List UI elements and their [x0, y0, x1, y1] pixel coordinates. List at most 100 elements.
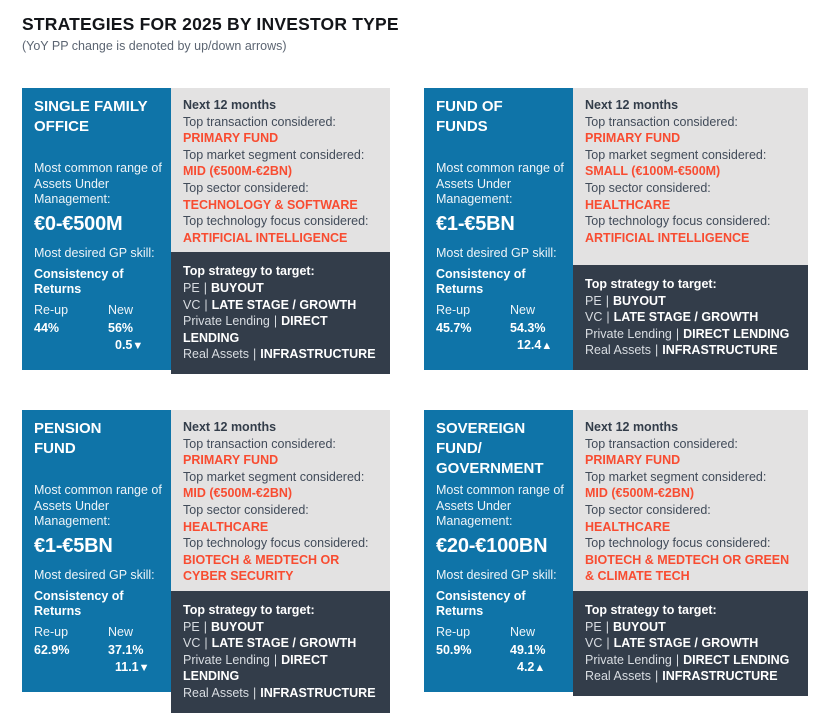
pipe-separator: | — [203, 280, 207, 295]
top-sector-label: Top sector considered: — [585, 180, 711, 195]
pipe-separator: | — [605, 293, 609, 308]
top-strategy-panel: Top strategy to target: PE | BUYOUT VC | LAT… — [573, 590, 808, 696]
top-transaction-value: PRIMARY FUND — [585, 131, 681, 146]
next-12-months-heading: Next 12 months — [183, 98, 277, 112]
gp-skill-label: Most desired GP skill: — [34, 568, 155, 582]
gp-skill-value: Consistency of Returns — [34, 266, 124, 297]
pipe-separator: | — [204, 636, 208, 651]
page-subtitle: (YoY PP change is denoted by up/down arr… — [22, 39, 287, 53]
reup-value: 44% — [34, 321, 60, 335]
strategy-line-private-lending: Private Lending | DIRECT LENDING — [183, 652, 328, 684]
strategy-line-private-lending: Private Lending | DIRECT LENDING — [183, 314, 328, 345]
pipe-separator: | — [606, 636, 610, 651]
arrow-down-icon: ▼ — [132, 340, 144, 352]
top-market-segment-value: MID (€500M-€2BN) — [183, 164, 293, 179]
new-label: New — [510, 303, 536, 317]
investor-type-title: FUND OF FUNDS — [436, 98, 503, 135]
gp-skill-value: Consistency of Returns — [436, 588, 526, 619]
strategy-line-private-lending: Private Lending | DIRECT LENDING — [585, 326, 790, 341]
pipe-separator: | — [605, 619, 609, 634]
top-strategy-heading: Top strategy to target: — [183, 602, 315, 617]
investor-card-pension-fund: PENSION FUND Most common range of Assets… — [22, 410, 390, 713]
investor-profile-panel: PENSION FUND Most common range of Assets… — [22, 410, 171, 692]
top-strategy-panel: Top strategy to target: PE | BUYOUT VC | LAT… — [171, 590, 390, 713]
aum-range-value: €20-€100BN — [436, 534, 548, 557]
top-sector-value: HEALTHCARE — [585, 197, 671, 212]
investor-card-fund-of-funds: FUND OF FUNDS Most common range of Asset… — [424, 88, 808, 370]
top-tech-focus-label: Top technology focus considered: — [183, 214, 369, 229]
top-tech-focus-label: Top technology focus considered: — [585, 214, 771, 229]
reup-label: Re-up — [436, 625, 471, 639]
top-sector-label: Top sector considered: — [183, 180, 309, 195]
reup-label: Re-up — [436, 303, 471, 317]
new-label: New — [108, 303, 134, 317]
next-12-months-heading: Next 12 months — [183, 420, 277, 434]
reup-value: 50.9% — [436, 643, 472, 657]
gp-skill-value: Consistency of Returns — [436, 266, 526, 297]
pipe-separator: | — [253, 685, 257, 700]
top-sector-value: HEALTHCARE — [585, 519, 671, 534]
strategy-line-private-lending: Private Lending | DIRECT LENDING — [585, 652, 790, 667]
top-transaction-value: PRIMARY FUND — [183, 131, 279, 146]
yoy-change: 11.1▼ — [108, 660, 163, 676]
aum-label: Most common range of Assets Under Manage… — [436, 483, 564, 528]
top-market-segment-label: Top market segment considered: — [183, 147, 365, 162]
new-value: 54.3% — [510, 321, 546, 335]
top-strategy-heading: Top strategy to target: — [183, 264, 315, 279]
strategy-line-real-assets: Real Assets | INFRASTRUCTURE — [183, 685, 376, 700]
next-12-months-panel: Next 12 months Top transaction considere… — [573, 88, 808, 266]
pipe-separator: | — [655, 343, 659, 358]
pipe-separator: | — [204, 297, 208, 312]
top-transaction-label: Top transaction considered: — [585, 436, 738, 451]
aum-label: Most common range of Assets Under Manage… — [436, 161, 564, 206]
reup-label: Re-up — [34, 625, 69, 639]
yoy-change-value: 0.5 — [115, 338, 133, 352]
gp-skill-label: Most desired GP skill: — [34, 246, 155, 260]
pipe-separator: | — [253, 347, 257, 362]
investor-type-title: SINGLE FAMILY OFFICE — [34, 98, 148, 135]
yoy-change: 0.5▼ — [108, 338, 163, 354]
investor-profile-panel: SINGLE FAMILY OFFICE Most common range o… — [22, 88, 171, 370]
strategy-line-real-assets: Real Assets | INFRASTRUCTURE — [585, 669, 778, 684]
yoy-change-value: 11.1 — [115, 660, 139, 674]
gp-skill-section: Most desired GP skill: Consistency of Re… — [436, 568, 565, 620]
pipe-separator: | — [675, 652, 680, 667]
investor-card-single-family-office: SINGLE FAMILY OFFICE Most common range o… — [22, 88, 390, 374]
reup-label: Re-up — [34, 303, 69, 317]
arrow-up-icon: ▲ — [534, 662, 546, 674]
gp-skill-label: Most desired GP skill: — [436, 568, 557, 582]
yoy-change-value: 4.2 — [517, 660, 535, 674]
new-label: New — [510, 625, 536, 639]
gp-skill-value: Consistency of Returns — [34, 588, 124, 619]
top-market-segment-label: Top market segment considered: — [585, 469, 767, 484]
top-transaction-value: PRIMARY FUND — [585, 453, 681, 468]
gp-skill-label: Most desired GP skill: — [436, 246, 557, 260]
strategy-line-vc: VC | LATE STAGE / GROWTH — [585, 636, 759, 651]
strategy-line-pe: PE | BUYOUT — [183, 280, 264, 295]
top-market-segment-value: SMALL (€100M-€500M) — [585, 164, 721, 179]
new-label: New — [108, 625, 134, 639]
top-tech-focus-label: Top technology focus considered: — [183, 536, 369, 551]
top-transaction-label: Top transaction considered: — [585, 114, 738, 129]
next-12-months-panel: Next 12 months Top transaction considere… — [171, 410, 390, 591]
top-sector-value: TECHNOLOGY & SOFTWARE — [183, 197, 358, 212]
top-tech-focus-value: BIOTECH & MEDTECH OR GREEN & CLIMATE TEC… — [585, 552, 790, 584]
top-sector-label: Top sector considered: — [183, 502, 309, 517]
top-market-segment-label: Top market segment considered: — [183, 469, 365, 484]
new-value: 49.1% — [510, 643, 546, 657]
next-12-months-heading: Next 12 months — [585, 98, 679, 112]
outlook-panel: Next 12 months Top transaction considere… — [573, 88, 808, 370]
top-transaction-label: Top transaction considered: — [183, 436, 336, 451]
aum-section: Most common range of Assets Under Manage… — [34, 483, 165, 558]
yoy-change: 4.2▲ — [510, 660, 565, 676]
next-12-months-heading: Next 12 months — [585, 420, 679, 434]
strategy-line-vc: VC | LATE STAGE / GROWTH — [183, 297, 357, 312]
top-transaction-label: Top transaction considered: — [183, 114, 336, 129]
strategy-line-pe: PE | BUYOUT — [585, 293, 666, 308]
gp-skill-section: Most desired GP skill: Consistency of Re… — [436, 246, 565, 298]
yoy-change: 12.4▲ — [510, 338, 565, 354]
page-title: STRATEGIES FOR 2025 BY INVESTOR TYPE — [22, 14, 399, 34]
outlook-panel: Next 12 months Top transaction considere… — [171, 88, 390, 374]
pipe-separator: | — [203, 619, 207, 634]
arrow-up-icon: ▲ — [541, 340, 553, 352]
